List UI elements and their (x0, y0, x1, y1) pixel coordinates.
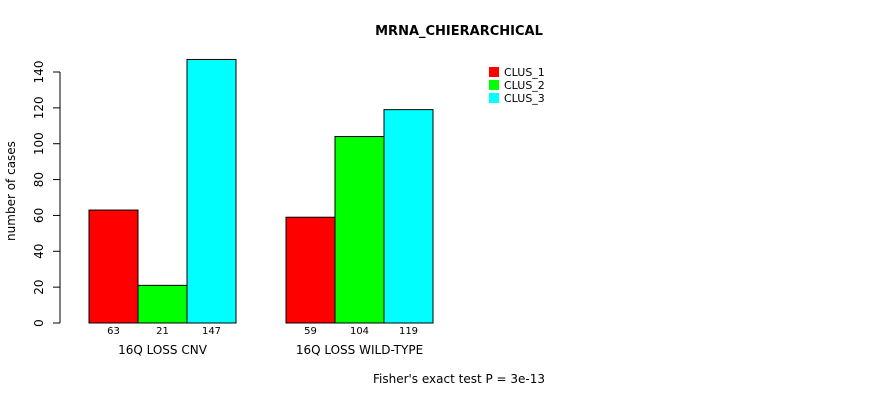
y-tick-label: 40 (32, 244, 46, 259)
y-tick-label: 140 (32, 61, 46, 84)
y-axis: 0 20 40 60 80 100 120 140 (32, 61, 61, 327)
data-label: 119 (399, 326, 418, 337)
y-axis-label: number of cases (4, 141, 18, 241)
y-tick-label: 120 (32, 96, 46, 119)
y-tick-label: 20 (32, 280, 46, 295)
bar (88, 209, 139, 324)
bar (285, 216, 336, 324)
footnote: Fisher's exact test P = 3e-13 (373, 372, 545, 386)
legend-label: CLUS_3 (504, 92, 545, 105)
bar (334, 136, 385, 324)
bar (137, 284, 188, 324)
bar (186, 58, 237, 324)
category-label: 16Q LOSS WILD-TYPE (296, 343, 423, 357)
category-label: 16Q LOSS CNV (118, 343, 208, 357)
legend-label: CLUS_2 (504, 79, 545, 92)
legend-swatch (489, 67, 499, 77)
bars: 63 21 147 16Q LOSS CNV 59 104 119 16Q LOSS WILD… (88, 58, 434, 357)
data-label: 21 (156, 326, 169, 337)
legend-swatch (489, 93, 499, 103)
y-tick-label: 60 (32, 208, 46, 223)
y-tick-label: 0 (32, 319, 46, 327)
chart-title: MRNA_CHIERARCHICAL (375, 24, 543, 39)
bar (383, 109, 434, 324)
data-label: 147 (202, 326, 221, 337)
data-label: 63 (107, 326, 120, 337)
data-label: 104 (350, 326, 369, 337)
legend-swatch (489, 80, 499, 90)
y-tick-label: 80 (32, 172, 46, 187)
legend-label: CLUS_1 (504, 66, 545, 79)
data-label: 59 (304, 326, 317, 337)
y-tick-label: 100 (32, 132, 46, 155)
